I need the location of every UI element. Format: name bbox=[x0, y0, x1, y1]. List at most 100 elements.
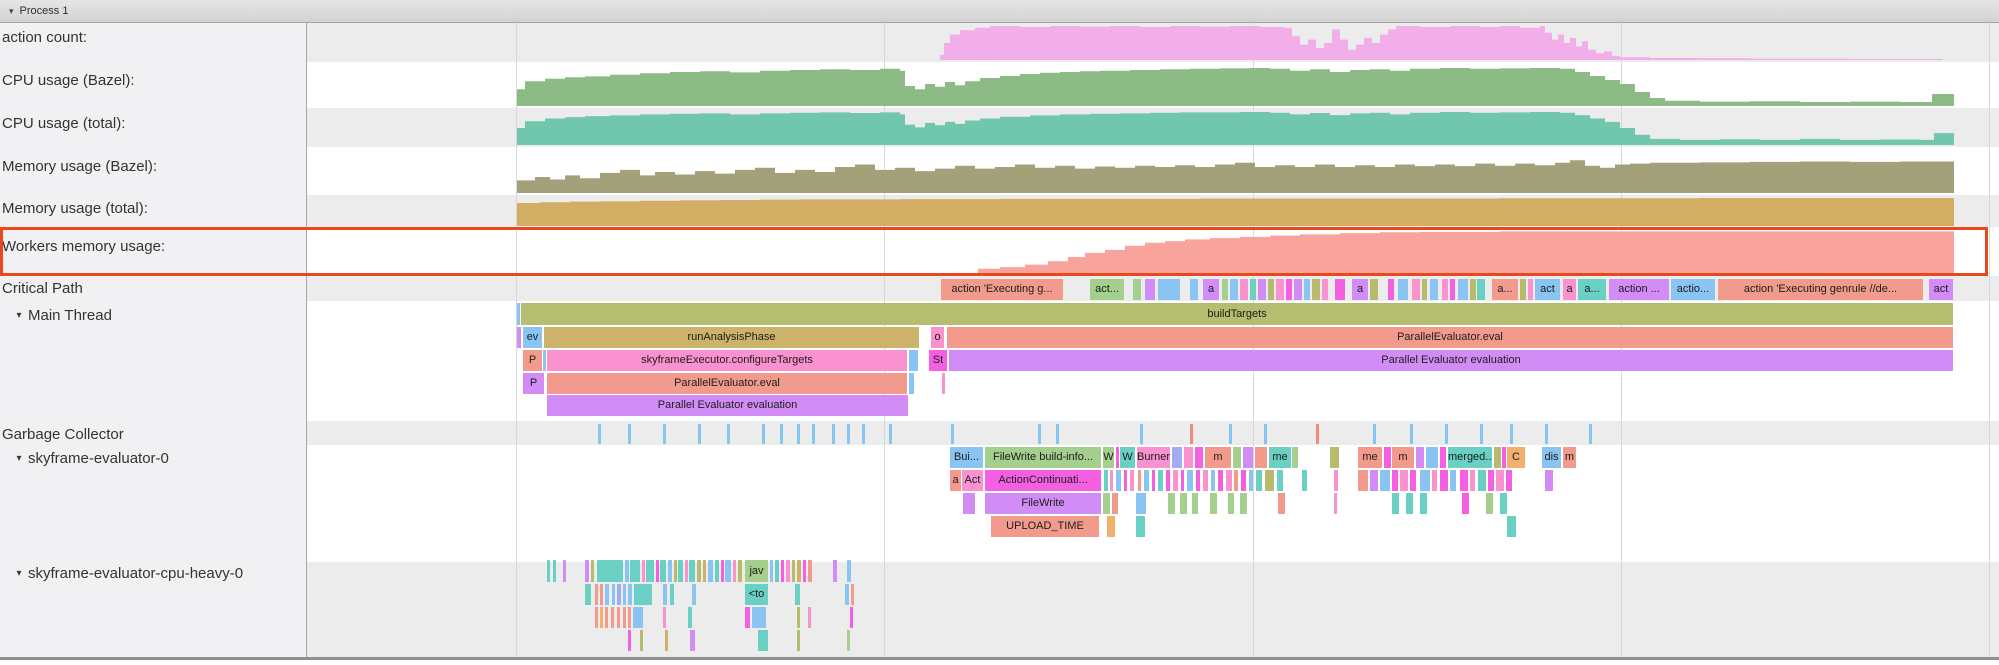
track-label-skyframe-evaluator-cpu-heavy-0[interactable]: ▾ skyframe-evaluator-cpu-heavy-0 bbox=[10, 563, 243, 583]
critical-path-span[interactable] bbox=[1133, 279, 1141, 300]
skyframe-cpu-heavy-span[interactable] bbox=[600, 607, 603, 628]
skyframe-evaluator-0-span[interactable] bbox=[1256, 470, 1262, 491]
critical-path-span[interactable] bbox=[1322, 279, 1328, 300]
skyframe-evaluator-0-span[interactable] bbox=[1196, 470, 1200, 491]
skyframe-evaluator-0-span[interactable] bbox=[1103, 493, 1110, 514]
critical-path-span[interactable] bbox=[1230, 279, 1238, 300]
skyframe-cpu-heavy-span[interactable] bbox=[663, 584, 667, 605]
skyframe-evaluator-0-span[interactable] bbox=[1184, 447, 1193, 468]
gc-tick[interactable] bbox=[663, 424, 666, 444]
skyframe-cpu-heavy-span[interactable] bbox=[781, 560, 784, 582]
skyframe-cpu-heavy-span[interactable] bbox=[808, 560, 812, 582]
skyframe-cpu-heavy-span[interactable] bbox=[758, 630, 768, 651]
critical-path-span[interactable] bbox=[1442, 279, 1448, 300]
skyframe-cpu-heavy-span[interactable] bbox=[797, 560, 801, 582]
skyframe-evaluator-0-span[interactable] bbox=[1107, 516, 1115, 537]
skyframe-evaluator-0-span[interactable] bbox=[1226, 470, 1232, 491]
skyframe-evaluator-0-span[interactable] bbox=[1392, 470, 1398, 491]
main-thread-span[interactable]: P bbox=[523, 350, 542, 371]
skyframe-evaluator-0-span[interactable] bbox=[1292, 447, 1298, 468]
skyframe-evaluator-0-span[interactable] bbox=[963, 493, 975, 514]
critical-path-span[interactable]: act... bbox=[1090, 279, 1124, 300]
skyframe-cpu-heavy-span[interactable] bbox=[847, 630, 850, 651]
skyframe-evaluator-0-span[interactable] bbox=[1181, 470, 1184, 491]
skyframe-evaluator-0-span[interactable] bbox=[1116, 470, 1121, 491]
skyframe-cpu-heavy-span[interactable] bbox=[690, 630, 695, 651]
skyframe-evaluator-0-span[interactable]: W bbox=[1120, 447, 1135, 468]
skyframe-cpu-heavy-span[interactable] bbox=[725, 560, 731, 582]
skyframe-cpu-heavy-span[interactable] bbox=[668, 560, 672, 582]
skyframe-cpu-heavy-span[interactable] bbox=[660, 560, 666, 582]
skyframe-cpu-heavy-span[interactable] bbox=[630, 560, 640, 582]
gc-tick[interactable] bbox=[1445, 424, 1448, 444]
gc-tick[interactable] bbox=[628, 424, 631, 444]
gc-tick[interactable] bbox=[598, 424, 601, 444]
skyframe-evaluator-0-span[interactable] bbox=[1470, 470, 1475, 491]
skyframe-evaluator-0-span[interactable] bbox=[1278, 493, 1285, 514]
skyframe-cpu-heavy-span[interactable] bbox=[646, 560, 654, 582]
critical-path-span[interactable]: actio... bbox=[1671, 279, 1715, 300]
skyframe-evaluator-0-span[interactable] bbox=[1192, 493, 1198, 514]
skyframe-cpu-heavy-span[interactable] bbox=[628, 607, 631, 628]
skyframe-cpu-heavy-span[interactable] bbox=[674, 560, 677, 582]
gc-tick[interactable] bbox=[1190, 424, 1193, 444]
critical-path-span[interactable] bbox=[1430, 279, 1438, 300]
gc-tick[interactable] bbox=[812, 424, 815, 444]
main-thread-span[interactable] bbox=[909, 373, 914, 394]
skyframe-evaluator-0-span[interactable] bbox=[1136, 516, 1145, 537]
gc-tick[interactable] bbox=[727, 424, 730, 444]
skyframe-cpu-heavy-span[interactable] bbox=[623, 584, 626, 605]
skyframe-evaluator-0-span[interactable] bbox=[1478, 470, 1486, 491]
skyframe-evaluator-0-span[interactable] bbox=[1265, 470, 1274, 491]
skyframe-evaluator-0-span[interactable] bbox=[1187, 470, 1193, 491]
main-thread-span[interactable]: runAnalysisPhase bbox=[544, 327, 919, 348]
chart-action-count[interactable] bbox=[307, 26, 1999, 60]
track-label-main-thread[interactable]: ▾ Main Thread bbox=[10, 305, 111, 325]
skyframe-cpu-heavy-span[interactable] bbox=[738, 560, 742, 582]
critical-path-span[interactable] bbox=[1294, 279, 1302, 300]
skyframe-evaluator-0-span[interactable] bbox=[1410, 470, 1416, 491]
skyframe-evaluator-0-span[interactable] bbox=[1110, 470, 1113, 491]
chart-memory-usage-bazel[interactable] bbox=[307, 151, 1999, 193]
skyframe-cpu-heavy-span[interactable] bbox=[845, 584, 849, 605]
gc-tick[interactable] bbox=[1264, 424, 1267, 444]
main-thread-span[interactable]: ParallelEvaluator.eval bbox=[947, 327, 1953, 348]
skyframe-cpu-heavy-span[interactable] bbox=[795, 584, 800, 605]
skyframe-cpu-heavy-span[interactable] bbox=[642, 560, 645, 582]
skyframe-evaluator-0-span[interactable] bbox=[1240, 493, 1247, 514]
skyframe-evaluator-0-span[interactable] bbox=[1330, 447, 1339, 468]
critical-path-span[interactable] bbox=[1190, 279, 1198, 300]
skyframe-evaluator-0-span[interactable] bbox=[1462, 493, 1469, 514]
gc-tick[interactable] bbox=[1038, 424, 1041, 444]
skyframe-cpu-heavy-span[interactable] bbox=[670, 584, 674, 605]
skyframe-cpu-heavy-span[interactable] bbox=[808, 607, 811, 628]
skyframe-evaluator-0-span[interactable] bbox=[1450, 470, 1456, 491]
main-thread-span[interactable]: Parallel Evaluator evaluation bbox=[547, 395, 908, 416]
skyframe-cpu-heavy-span[interactable] bbox=[803, 560, 806, 582]
skyframe-evaluator-0-span[interactable] bbox=[1277, 470, 1283, 491]
critical-path-span[interactable]: action 'Executing genrule //de... bbox=[1718, 279, 1923, 300]
skyframe-evaluator-0-span[interactable] bbox=[1420, 470, 1430, 491]
skyframe-cpu-heavy-span[interactable] bbox=[591, 560, 594, 582]
skyframe-cpu-heavy-span[interactable] bbox=[708, 560, 713, 582]
skyframe-cpu-heavy-span[interactable] bbox=[605, 584, 609, 605]
skyframe-cpu-heavy-span[interactable] bbox=[678, 560, 683, 582]
critical-path-span[interactable] bbox=[1412, 279, 1420, 300]
critical-path-span[interactable]: a... bbox=[1578, 279, 1606, 300]
skyframe-evaluator-0-span[interactable] bbox=[1138, 470, 1141, 491]
skyframe-cpu-heavy-span[interactable] bbox=[625, 560, 629, 582]
skyframe-cpu-heavy-span[interactable] bbox=[797, 607, 800, 628]
skyframe-evaluator-0-span[interactable]: C bbox=[1507, 447, 1525, 468]
skyframe-evaluator-0-span[interactable] bbox=[1211, 470, 1215, 491]
skyframe-cpu-heavy-span[interactable] bbox=[585, 584, 591, 605]
critical-path-span[interactable]: a bbox=[1563, 279, 1576, 300]
critical-path-span[interactable]: act bbox=[1929, 279, 1953, 300]
gc-tick[interactable] bbox=[1480, 424, 1483, 444]
skyframe-evaluator-0-span[interactable] bbox=[1370, 470, 1378, 491]
critical-path-span[interactable] bbox=[1276, 279, 1284, 300]
gc-tick[interactable] bbox=[1229, 424, 1232, 444]
skyframe-evaluator-0-span[interactable] bbox=[1440, 447, 1446, 468]
critical-path-span[interactable] bbox=[1268, 279, 1274, 300]
critical-path-span[interactable] bbox=[1477, 279, 1485, 300]
collapse-arrow-icon[interactable]: ▾ bbox=[16, 567, 22, 579]
